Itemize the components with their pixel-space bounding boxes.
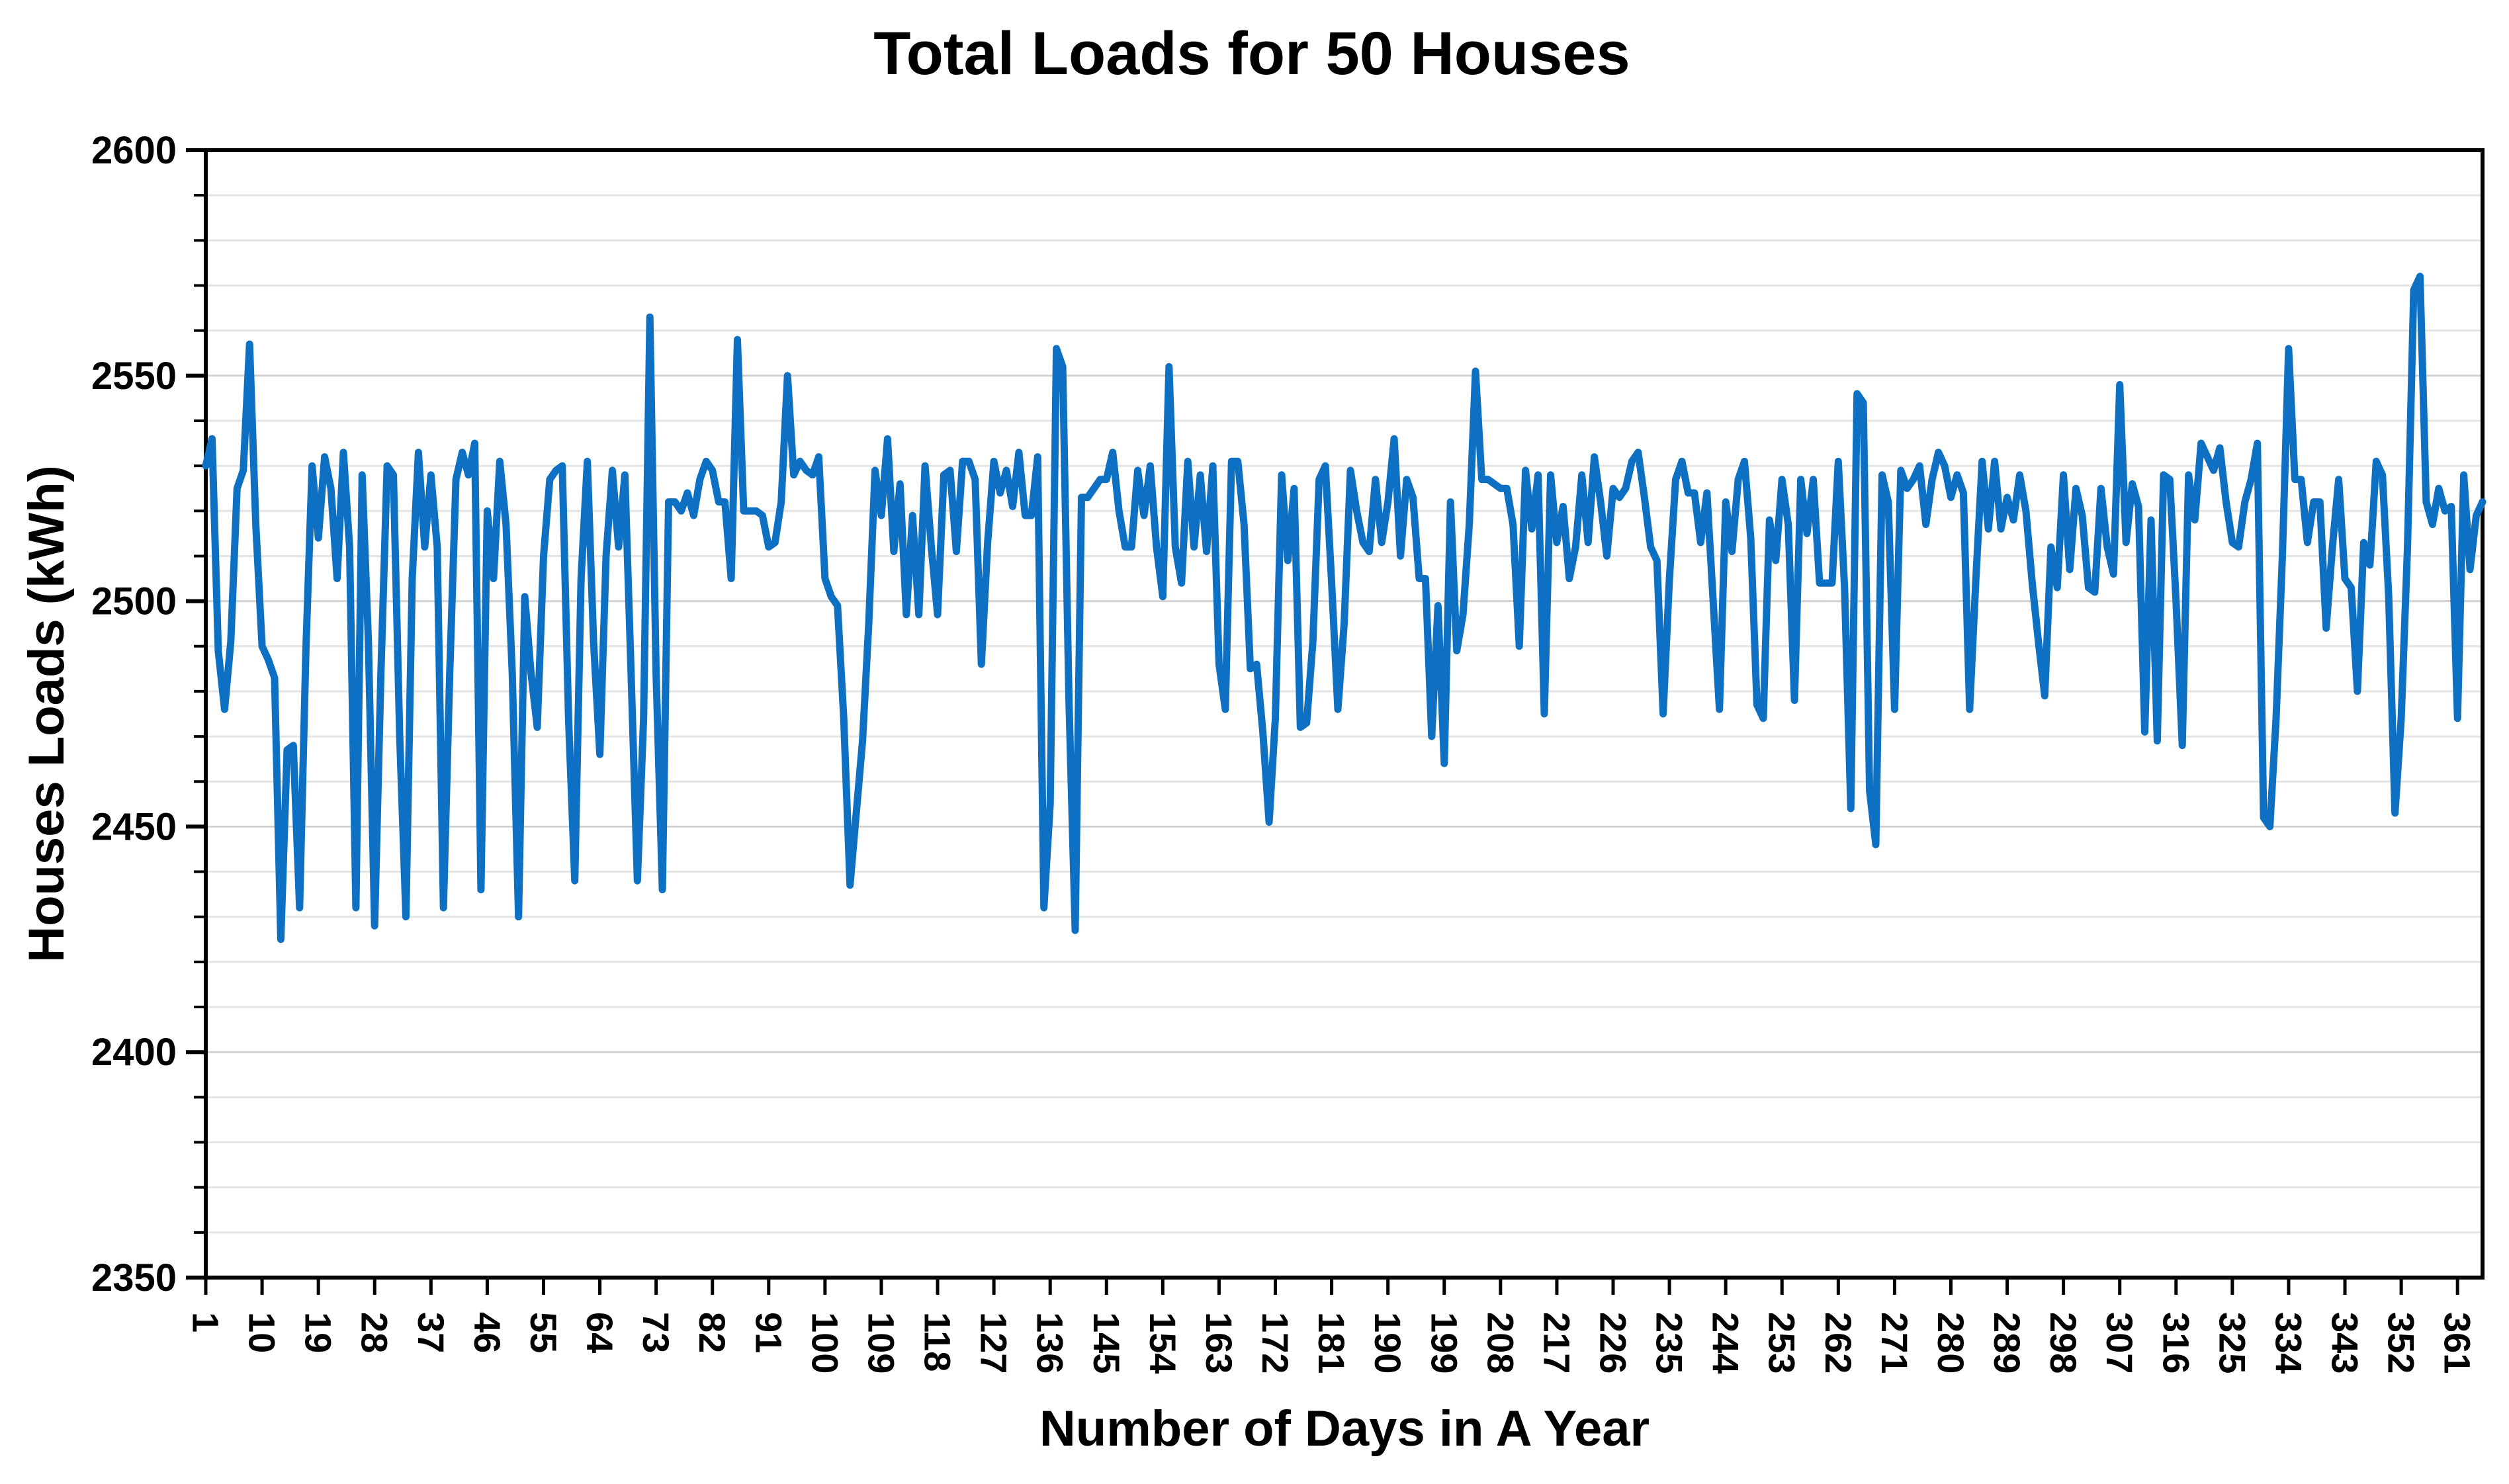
x-tick-label: 109 bbox=[860, 1312, 902, 1374]
load-series-line bbox=[202, 273, 2487, 943]
y-axis-title: Houses Loads (kWh) bbox=[19, 465, 75, 963]
x-tick-label: 145 bbox=[1086, 1312, 1127, 1374]
x-tick-label: 118 bbox=[917, 1312, 959, 1372]
x-tick-label: 73 bbox=[635, 1312, 677, 1353]
x-tick-label: 325 bbox=[2211, 1312, 2253, 1374]
plot-border bbox=[204, 148, 2485, 1280]
y-tick-label: 2550 bbox=[91, 355, 177, 398]
x-tick-label: 10 bbox=[242, 1312, 283, 1353]
x-tick-label: 181 bbox=[1311, 1312, 1352, 1374]
x-tick-label: 190 bbox=[1367, 1312, 1409, 1374]
chart-title: Total Loads for 50 Houses bbox=[873, 20, 1630, 87]
x-tick-label: 298 bbox=[2043, 1312, 2084, 1374]
x-tick-label: 334 bbox=[2267, 1312, 2309, 1374]
x-tick-label: 316 bbox=[2155, 1312, 2197, 1374]
axes bbox=[186, 148, 2485, 1295]
x-tick-label: 271 bbox=[1874, 1312, 1915, 1374]
y-tick-label: 2400 bbox=[91, 1031, 177, 1074]
y-tick-label: 2600 bbox=[91, 129, 177, 172]
x-tick-label: 352 bbox=[2381, 1312, 2422, 1374]
x-tick-label: 307 bbox=[2099, 1312, 2140, 1374]
x-tick-label: 46 bbox=[466, 1312, 508, 1353]
x-tick-label: 289 bbox=[1986, 1312, 2028, 1374]
y-tick-label: 2450 bbox=[91, 805, 177, 848]
x-tick-label: 64 bbox=[579, 1312, 621, 1353]
x-tick-label: 208 bbox=[1479, 1312, 1521, 1374]
x-tick-label: 343 bbox=[2324, 1312, 2366, 1374]
x-tick-label: 28 bbox=[354, 1312, 396, 1353]
x-tick-label: 82 bbox=[691, 1312, 733, 1353]
x-tick-label: 217 bbox=[1536, 1312, 1577, 1374]
x-tick-label: 55 bbox=[523, 1312, 564, 1353]
x-tick-label: 100 bbox=[804, 1312, 846, 1374]
x-tick-label: 262 bbox=[1818, 1312, 1859, 1374]
x-tick-label: 253 bbox=[1761, 1312, 1803, 1374]
x-tick-label: 235 bbox=[1649, 1312, 1691, 1374]
x-tick-label: 199 bbox=[1423, 1312, 1465, 1374]
x-tick-label: 91 bbox=[748, 1312, 789, 1353]
y-tick-label: 2500 bbox=[91, 580, 177, 623]
x-tick-label: 226 bbox=[1592, 1312, 1634, 1374]
x-tick-label: 172 bbox=[1254, 1312, 1296, 1374]
x-tick-label: 154 bbox=[1142, 1312, 1184, 1374]
y-tick-label: 2350 bbox=[91, 1256, 177, 1299]
x-tick-label: 37 bbox=[410, 1312, 452, 1353]
x-tick-label: 163 bbox=[1198, 1312, 1240, 1374]
x-tick-label: 280 bbox=[1930, 1312, 1972, 1374]
x-tick-label: 1 bbox=[185, 1312, 227, 1332]
x-tick-label: 136 bbox=[1030, 1312, 1071, 1374]
x-axis-title: Number of Days in A Year bbox=[1039, 1401, 1650, 1457]
tick-labels: 2350 2400 2450 2500 2550 2600 1 10 19 28 37 46 55 64 7… bbox=[91, 129, 2479, 1374]
x-tick-label: 127 bbox=[973, 1312, 1015, 1374]
x-tick-label: 361 bbox=[2437, 1312, 2479, 1374]
x-tick-label: 19 bbox=[298, 1312, 339, 1353]
x-tick-label: 244 bbox=[1705, 1312, 1747, 1374]
series bbox=[202, 273, 2487, 943]
